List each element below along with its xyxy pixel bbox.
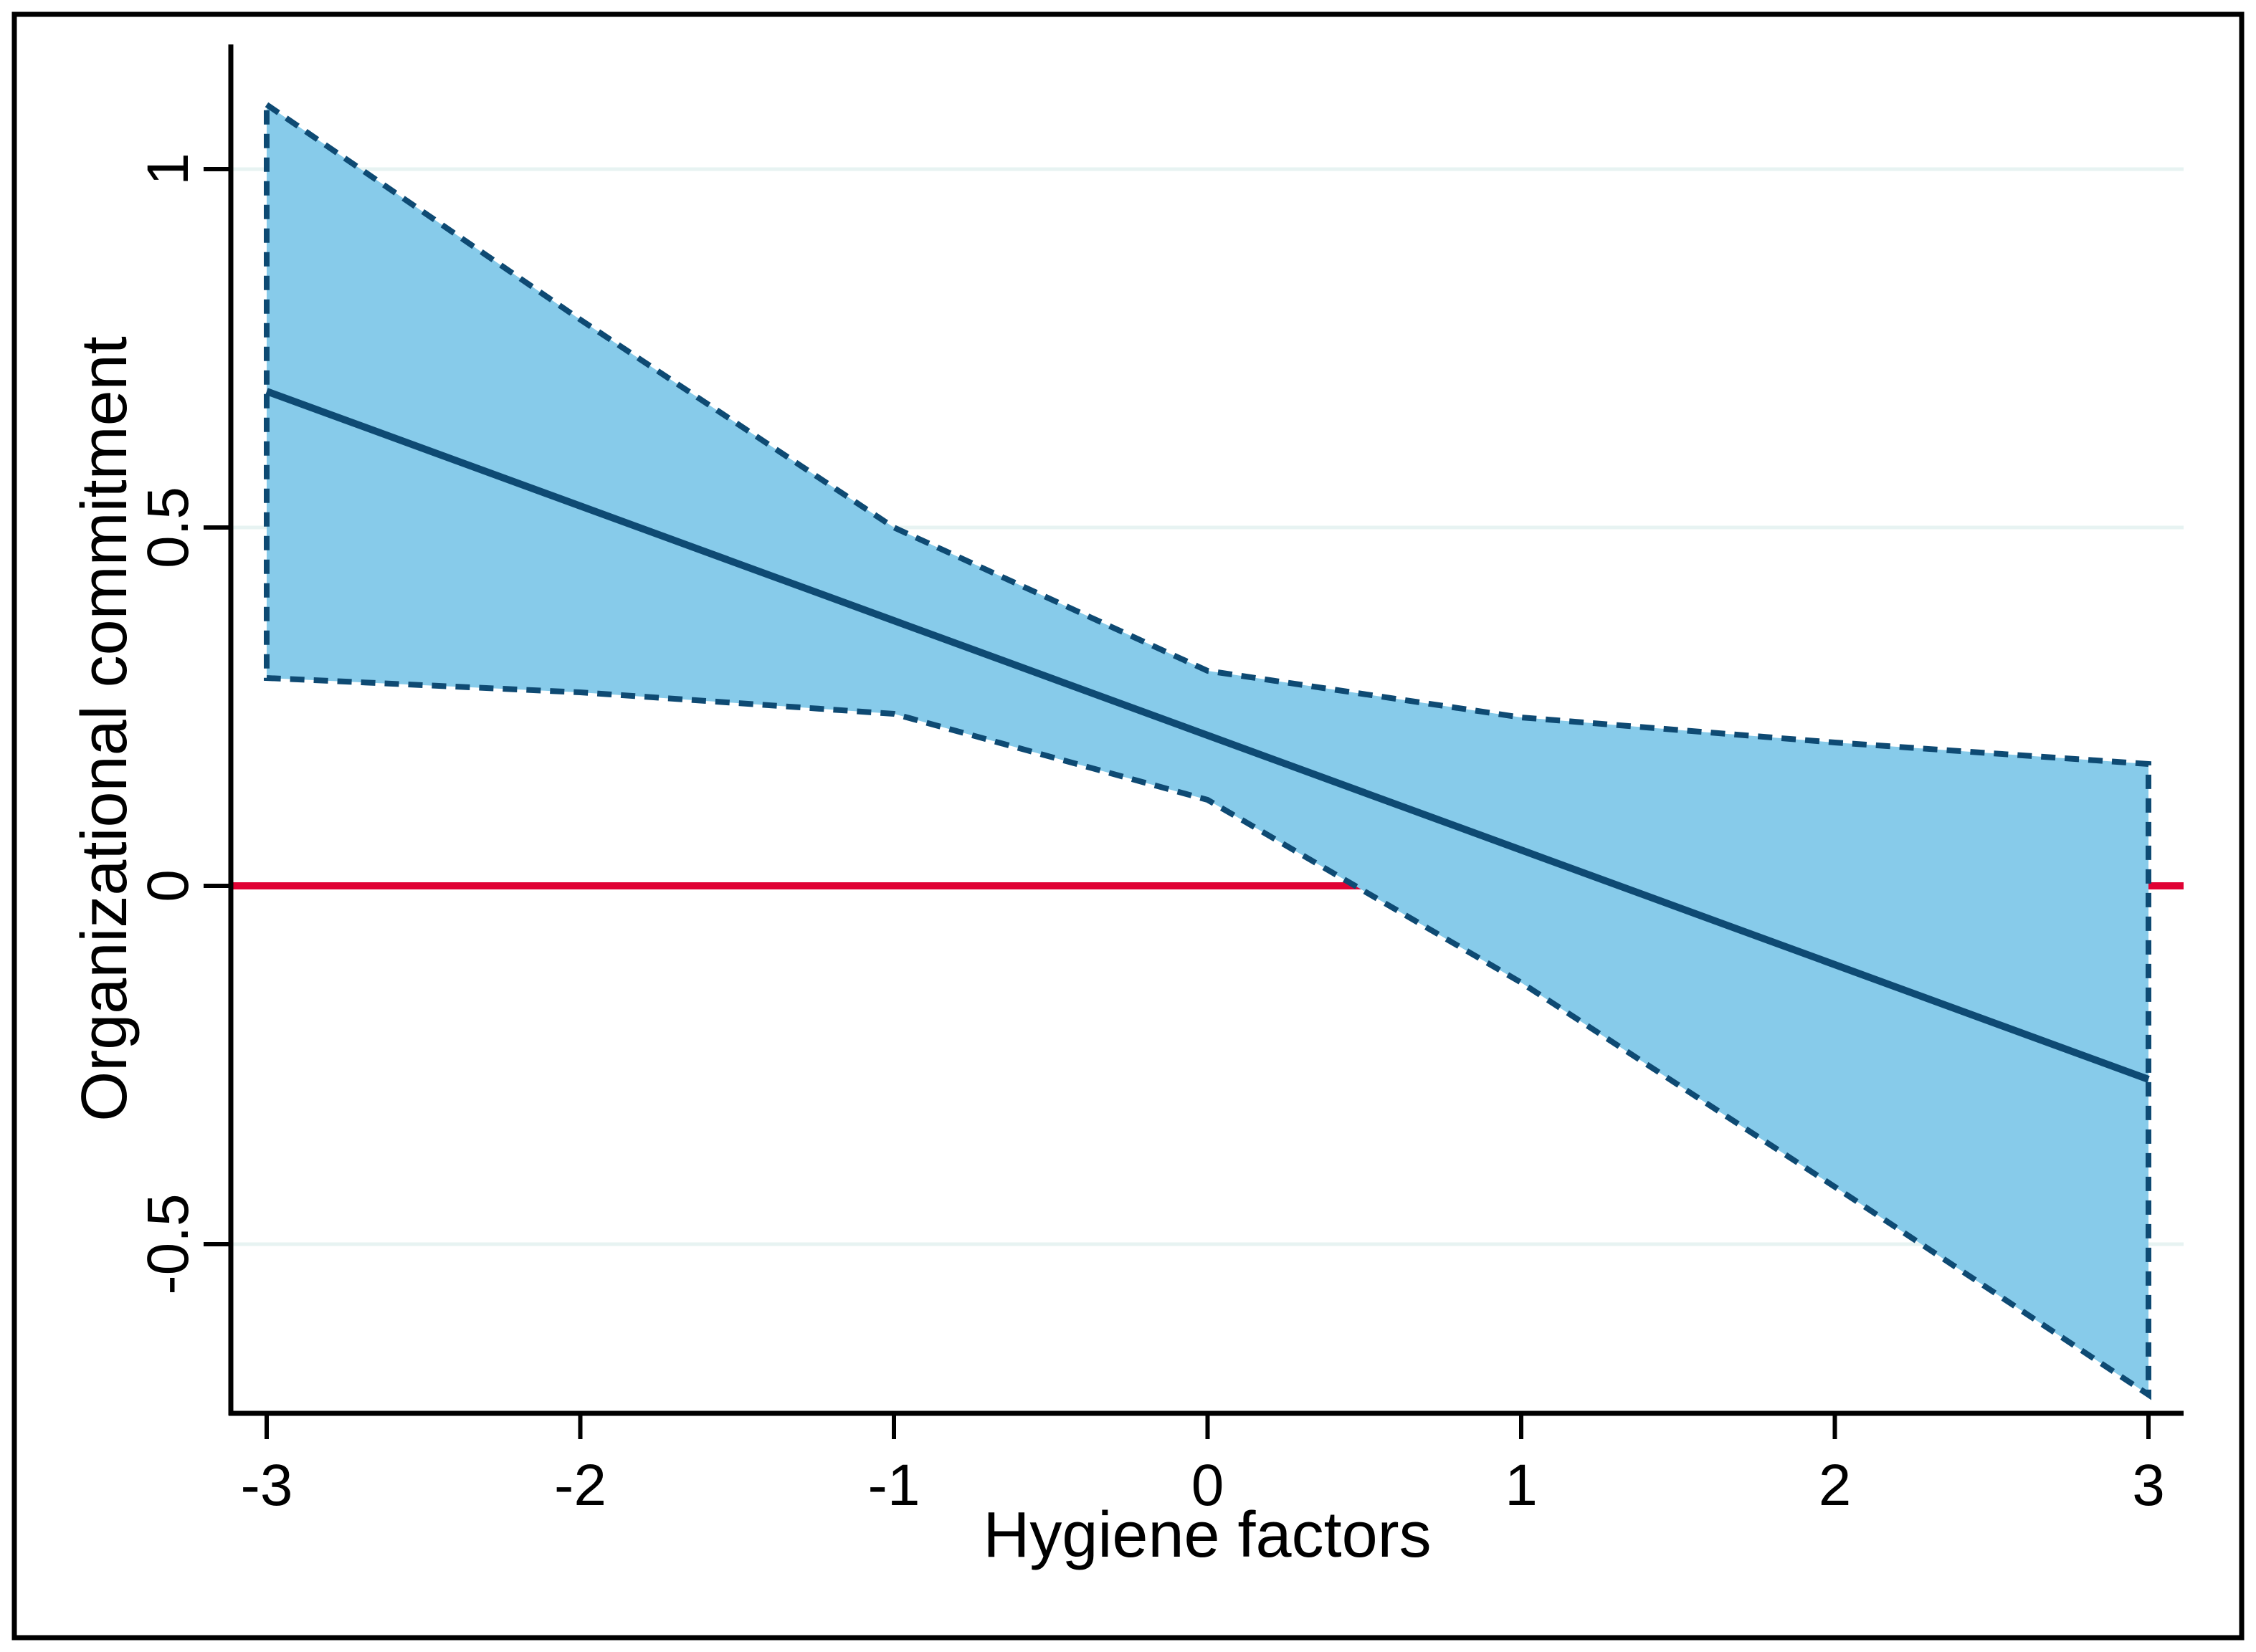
x-axis-tick-labels: -3 -2 -1 0 1 2 3: [241, 1453, 2165, 1518]
x-tick-label: 0: [1191, 1453, 1224, 1518]
confidence-band-border: [264, 99, 2151, 1400]
x-tick-label: 2: [1819, 1453, 1852, 1518]
y-axis-tick-labels: 1 0.5 0 -0.5: [135, 153, 201, 1294]
y-axis-title: Organizational commitment: [69, 336, 141, 1121]
x-tick-label: -2: [554, 1453, 606, 1518]
confidence-band: [267, 105, 2148, 1395]
x-axis-ticks: [265, 1413, 2151, 1439]
y-tick-label: 0: [135, 869, 201, 902]
x-axis-title: Hygiene factors: [983, 1499, 1431, 1571]
x-tick-label: -3: [241, 1453, 293, 1518]
fitted-line: [265, 388, 2150, 1083]
x-tick-label: 3: [2132, 1453, 2165, 1518]
figure-border: [11, 11, 2245, 1641]
x-tick-label: -1: [868, 1453, 920, 1518]
y-axis-ticks: [204, 167, 231, 1246]
x-tick-label: 1: [1505, 1453, 1538, 1518]
y-tick-label: 1: [135, 153, 201, 186]
y-tick-label: -0.5: [135, 1193, 201, 1294]
y-tick-label: 0.5: [135, 487, 201, 568]
